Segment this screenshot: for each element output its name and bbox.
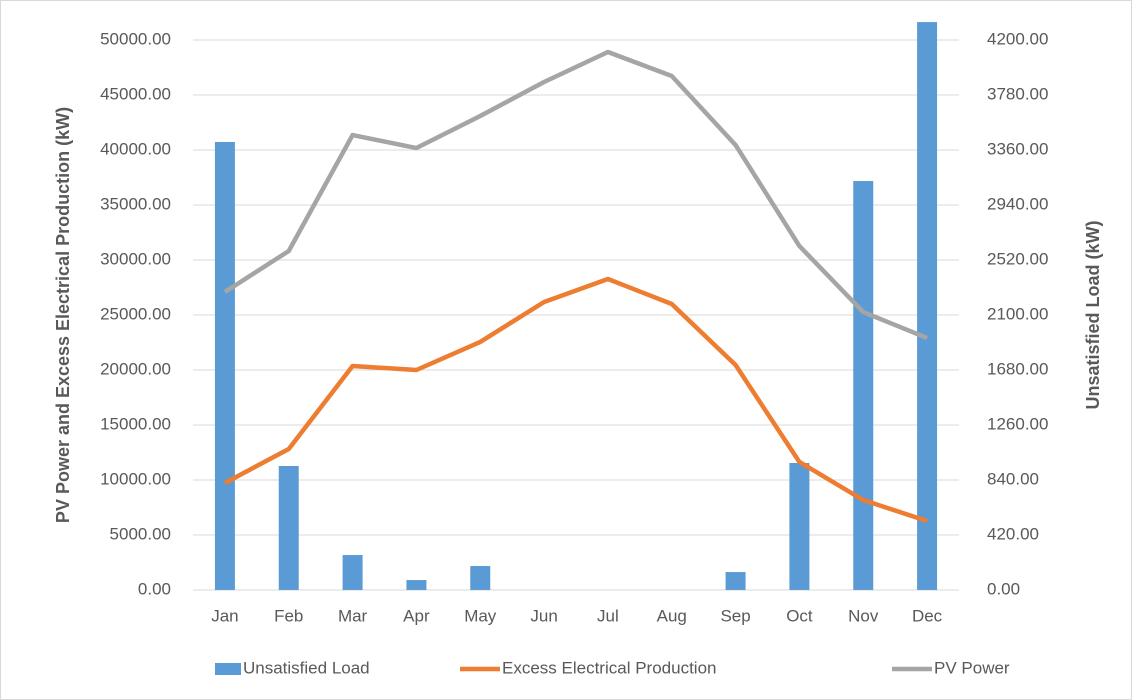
x-tick-label: Mar (338, 606, 368, 625)
legend-label: Excess Electrical Production (502, 658, 716, 677)
x-tick-label: May (464, 606, 497, 625)
y-tick-label: 25000.00 (100, 304, 171, 323)
x-tick-label: Feb (274, 606, 303, 625)
bar (853, 181, 874, 591)
y2-tick-label: 2940.00 (987, 194, 1048, 213)
x-tick-label: Sep (720, 606, 750, 625)
x-tick-label: Aug (657, 606, 687, 625)
legend-swatch (215, 663, 241, 675)
bar (470, 566, 491, 590)
y2-tick-label: 0.00 (987, 579, 1020, 598)
y2-axis-title: Unsatisfied Load (kW) (1083, 220, 1103, 409)
bar (725, 572, 746, 590)
bar (406, 580, 427, 590)
y-tick-label: 20000.00 (100, 359, 171, 378)
bar (342, 555, 363, 590)
x-tick-label: Oct (786, 606, 813, 625)
bar (278, 465, 299, 590)
x-tick-label: Jun (530, 606, 557, 625)
legend-label: Unsatisfied Load (243, 658, 370, 677)
line (223, 49, 928, 341)
y-tick-label: 10000.00 (100, 469, 171, 488)
bar (214, 142, 235, 590)
y2-tick-label: 1260.00 (987, 414, 1048, 433)
y-tick-label: 15000.00 (100, 414, 171, 433)
y2-tick-label: 4200.00 (987, 29, 1048, 48)
legend-label: PV Power (934, 658, 1010, 677)
y2-tick-label: 840.00 (987, 469, 1039, 488)
x-tick-label: Dec (912, 606, 943, 625)
y-tick-label: 30000.00 (100, 249, 171, 268)
y-tick-label: 40000.00 (100, 139, 171, 158)
bar (789, 462, 810, 590)
y2-tick-label: 2100.00 (987, 304, 1048, 323)
y-axis-title: PV Power and Excess Electrical Productio… (53, 107, 73, 523)
bar (917, 22, 938, 591)
line (223, 276, 928, 524)
y-tick-label: 5000.00 (110, 524, 171, 543)
y-tick-label: 50000.00 (100, 29, 171, 48)
y2-tick-label: 3360.00 (987, 139, 1048, 158)
y2-tick-label: 420.00 (987, 524, 1039, 543)
y-tick-label: 0.00 (138, 579, 171, 598)
y2-tick-label: 1680.00 (987, 359, 1048, 378)
x-tick-label: Nov (848, 606, 879, 625)
x-tick-label: Jan (211, 606, 238, 625)
y2-tick-label: 2520.00 (987, 249, 1048, 268)
y-tick-label: 35000.00 (100, 194, 171, 213)
x-tick-label: Apr (403, 606, 430, 625)
y-tick-label: 45000.00 (100, 84, 171, 103)
x-tick-label: Jul (597, 606, 619, 625)
y2-tick-label: 3780.00 (987, 84, 1048, 103)
